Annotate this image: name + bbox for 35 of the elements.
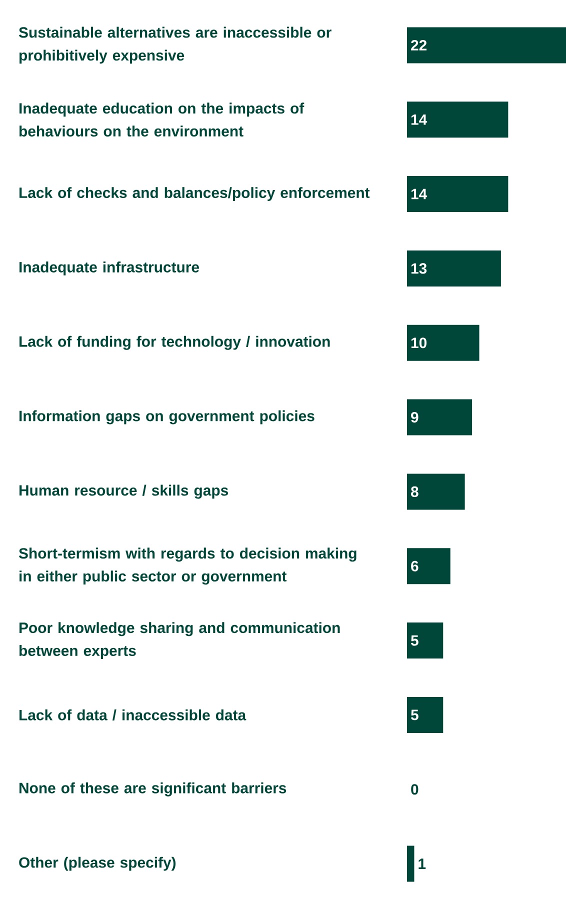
data-label: 14 [411, 114, 428, 125]
bar [407, 176, 508, 212]
bar [407, 548, 450, 584]
y-tick-label: Human resource / skills gaps [20, 484, 228, 499]
bar [407, 250, 501, 286]
y-tick-label: Poor knowledge sharing and communication between experts [20, 622, 340, 659]
data-label: 14 [411, 188, 428, 200]
y-tick-label: Lack of checks and balances/policy enforcement [20, 187, 370, 202]
y-tick-label: Sustainable alternatives are inaccessible or prohibitively expensive [18, 26, 332, 64]
data-label: 8 [410, 486, 418, 497]
data-label: 10 [411, 338, 427, 348]
bar [407, 846, 414, 882]
bar [407, 622, 444, 659]
y-tick-label: Lack of funding for technology / innovation [20, 336, 330, 350]
data-label: 22 [411, 40, 427, 50]
y-tick-label: Information gaps on government policies [20, 410, 314, 424]
y-tick-label: Short-termism with regards to decision making in either public sector or government [18, 548, 356, 585]
bar [407, 27, 566, 64]
y-tick-label: Inadequate education on the impacts of behaviours on the environment [20, 102, 304, 137]
data-label: 0 [411, 784, 418, 795]
data-label: 5 [410, 635, 418, 646]
y-tick-label: None of these are significant barriers [20, 782, 286, 796]
data-label: 6 [411, 560, 418, 572]
data-label: 5 [410, 710, 418, 720]
data-label: 9 [411, 412, 418, 423]
y-tick-label: Lack of data / inaccessible data [20, 709, 246, 721]
bar [407, 102, 508, 138]
bar [407, 399, 472, 436]
bar [407, 324, 480, 361]
y-tick-label: Inadequate infrastructure [20, 262, 200, 276]
y-tick-label: Other (please specify) [19, 856, 176, 871]
bar [407, 696, 444, 733]
data-label: 1 [418, 858, 426, 869]
data-label: 13 [411, 263, 427, 274]
bar [407, 474, 465, 510]
